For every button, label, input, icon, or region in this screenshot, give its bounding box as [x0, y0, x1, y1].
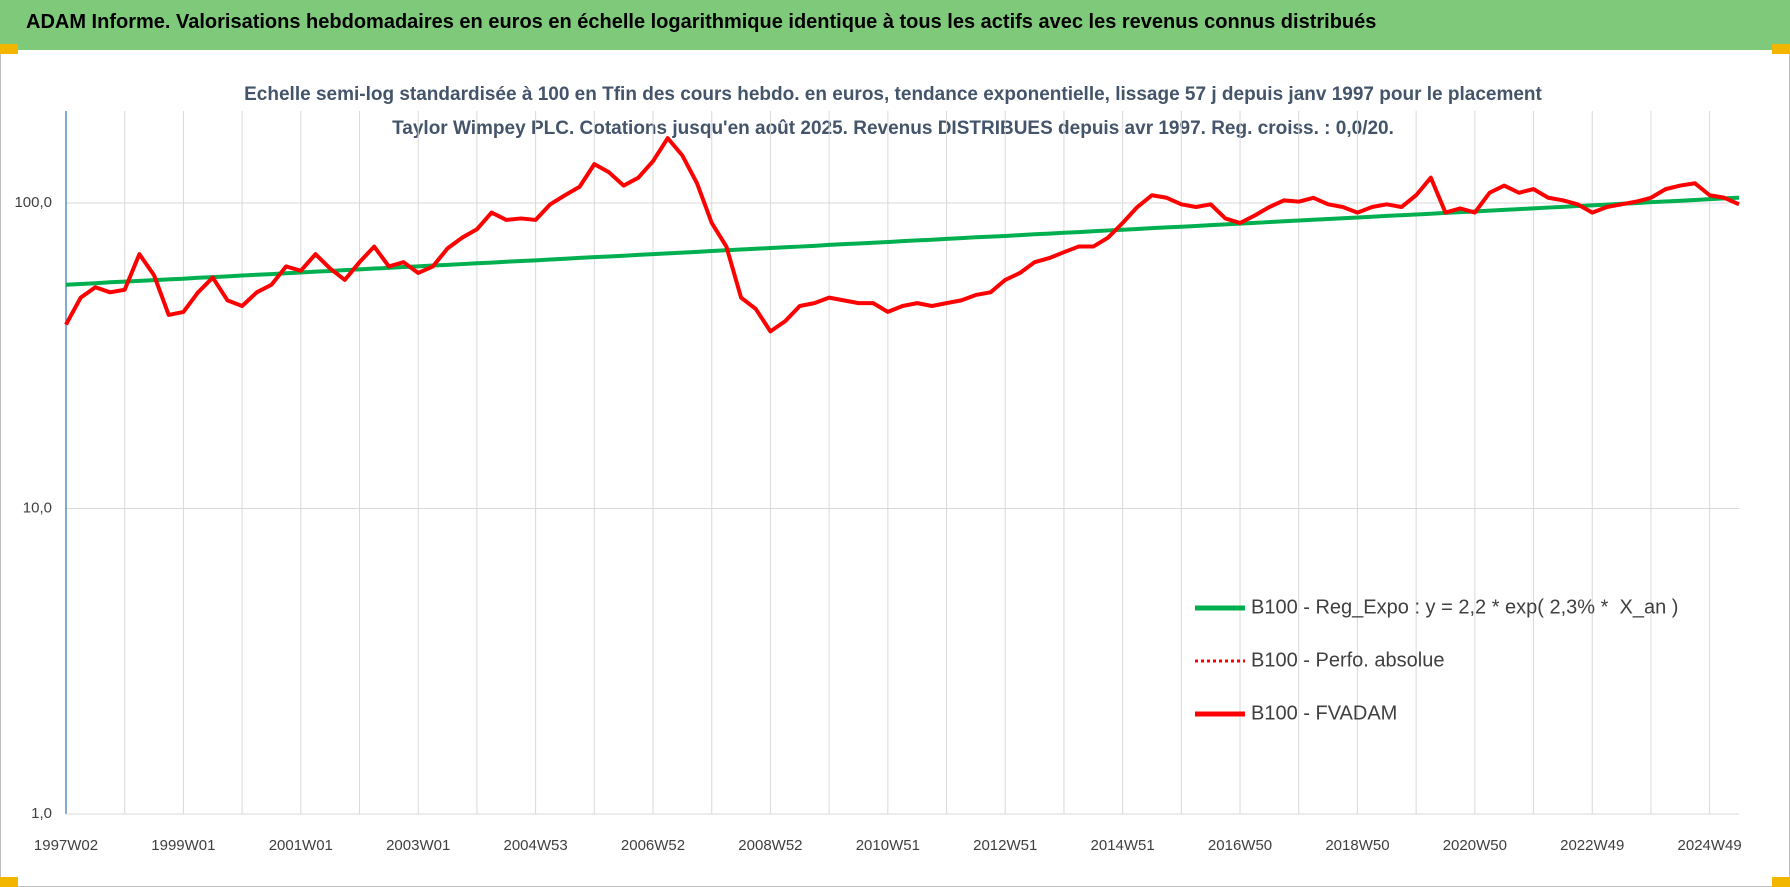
series-line: [64, 136, 1740, 334]
series-line: [64, 136, 1740, 333]
x-tick-label: 2012W51: [973, 837, 1037, 854]
header-title: ADAM Informe. Valorisations hebdomadaire…: [26, 11, 1377, 33]
x-tick-label: 2024W49: [1678, 837, 1742, 854]
x-tick-label: 1997W02: [34, 837, 98, 854]
corner: [0, 877, 18, 887]
y-tick-label: 1,0: [31, 805, 52, 822]
header-bar: ADAM Informe. Valorisations hebdomadaire…: [0, 0, 1790, 50]
x-tick-label: 2022W49: [1560, 837, 1624, 854]
chart-subtitle: Echelle semi-log standardisée à 100 en T…: [244, 84, 1542, 139]
y-tick-label: 10,0: [23, 499, 52, 516]
x-tick-label: 2014W51: [1091, 837, 1155, 854]
corner: [1772, 44, 1790, 54]
x-tick-label: 2010W51: [856, 837, 920, 854]
x-tick-label: 2001W01: [269, 837, 333, 854]
x-tick-label: 2018W50: [1325, 837, 1389, 854]
x-tick-label: 2008W52: [738, 837, 802, 854]
legend-label: B100 - FVADAM: [1251, 702, 1397, 724]
corner: [1772, 877, 1790, 887]
x-tick-label: 2016W50: [1208, 837, 1272, 854]
x-tick-label: 2004W53: [504, 837, 568, 854]
y-tick-label: 100,0: [14, 194, 52, 211]
legend-label: B100 - Perfo. absolue: [1251, 649, 1444, 671]
x-tick-label: 2006W52: [621, 837, 685, 854]
legend-label: B100 - Reg_Expo : y = 2,2 * exp( 2,3% * …: [1251, 596, 1678, 618]
corner: [0, 44, 18, 54]
series-line: [65, 195, 1740, 287]
x-tick-label: 2003W01: [386, 837, 450, 854]
x-tick-label: 2020W50: [1443, 837, 1507, 854]
x-tick-label: 1999W01: [151, 837, 215, 854]
